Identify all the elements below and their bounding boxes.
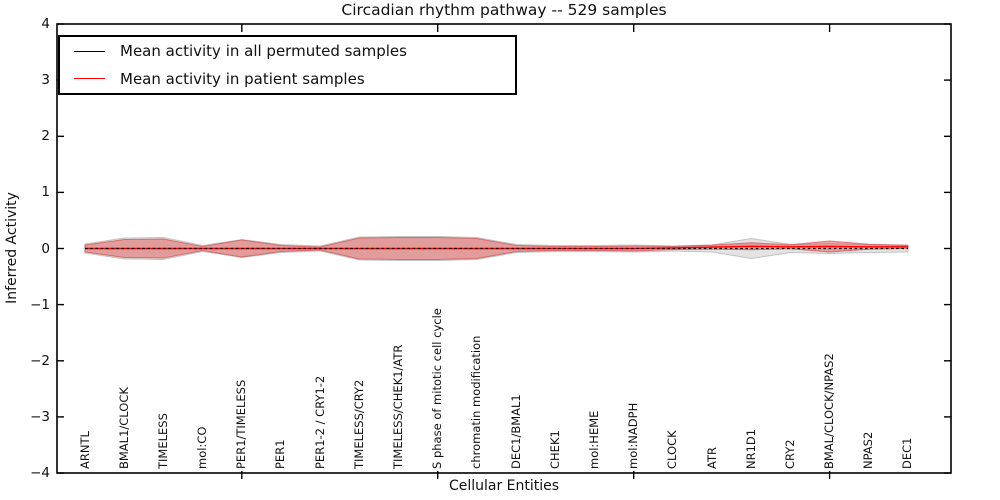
category-label: NR1D1 <box>743 428 758 469</box>
y-tick-label: −4 <box>30 465 50 481</box>
category-label: CHEK1 <box>547 430 562 469</box>
category-label: DEC1 <box>900 437 915 469</box>
legend-item-permuted: Mean activity in all permuted samples <box>60 38 515 64</box>
category-label: BMAL/CLOCK/NPAS2 <box>822 353 837 469</box>
category-label: PER1-2 / CRY1-2 <box>312 375 327 469</box>
y-tick-label: −3 <box>30 408 50 425</box>
legend-label-patient: Mean activity in patient samples <box>120 69 365 88</box>
category-label: S phase of mitotic cell cycle <box>430 308 445 469</box>
category-label: mol:HEME <box>586 410 601 469</box>
category-label: DEC1/BMAL1 <box>508 394 523 469</box>
category-label: TIMELESS/CRY2 <box>351 379 366 469</box>
category-label: ARNTL <box>77 431 92 469</box>
category-label: BMAL1/CLOCK <box>116 387 131 469</box>
y-axis-title: Inferred Activity <box>4 192 20 304</box>
category-label: PER1 <box>273 439 288 469</box>
y-tick-label: 0 <box>41 240 50 257</box>
category-label: chromatin modification <box>469 335 484 469</box>
y-tick-label: −1 <box>30 296 50 313</box>
x-axis-title: Cellular Entities <box>448 478 560 494</box>
legend-item-patient: Mean activity in patient samples <box>60 66 515 92</box>
legend-label-permuted: Mean activity in all permuted samples <box>120 42 407 61</box>
chart-title: Circadian rhythm pathway -- 529 samples <box>341 1 667 19</box>
y-tick-label: 2 <box>41 128 50 145</box>
permuted-line-swatch <box>74 50 105 52</box>
category-label: CRY2 <box>782 439 797 469</box>
category-label: NPAS2 <box>861 431 876 469</box>
category-label: mol:CO <box>195 426 210 469</box>
y-tick-label: 3 <box>41 72 50 89</box>
category-label: CLOCK <box>665 430 680 469</box>
y-tick-label: −2 <box>30 352 50 369</box>
category-label: ATR <box>704 447 719 469</box>
y-tick-label: 4 <box>41 16 50 32</box>
category-label: TIMELESS <box>155 413 170 469</box>
legend: Mean activity in all permuted samples Me… <box>58 35 517 95</box>
category-label: TIMELESS/CHEK1/ATR <box>391 344 406 469</box>
patient-line-swatch <box>74 78 105 80</box>
category-label: mol:NADPH <box>626 402 641 469</box>
category-label: PER1/TIMELESS <box>234 379 249 469</box>
y-tick-label: 1 <box>41 184 50 201</box>
